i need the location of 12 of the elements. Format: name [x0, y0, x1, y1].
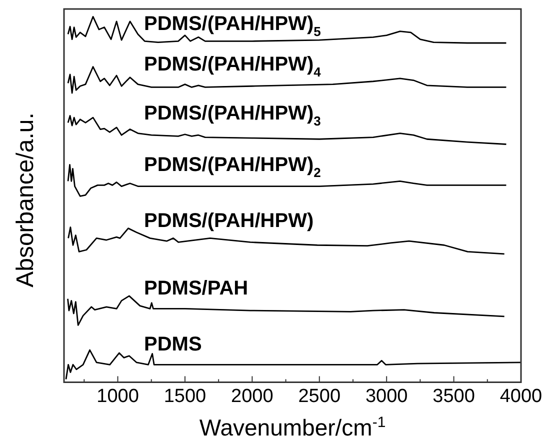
x-tick-label: 1000 — [96, 386, 139, 407]
x-tick-label: 3000 — [365, 386, 408, 407]
x-tick-label: 4000 — [500, 386, 542, 407]
x-tick-label: 2500 — [298, 386, 341, 407]
x-tick-label: 2000 — [231, 386, 274, 407]
x-tick-label: 1500 — [164, 386, 206, 407]
x-axis-title: Wavenumber/cm$^{-1}$ — [198, 413, 387, 441]
series-label: PDMS/PAH — [144, 278, 248, 300]
x-tick-label: 3500 — [432, 386, 475, 407]
series-label: PDMS — [144, 334, 202, 356]
y-axis-title: Absorbance/a.u. — [12, 112, 40, 288]
series-label: PDMS/(PAH/HPW) — [144, 210, 314, 232]
